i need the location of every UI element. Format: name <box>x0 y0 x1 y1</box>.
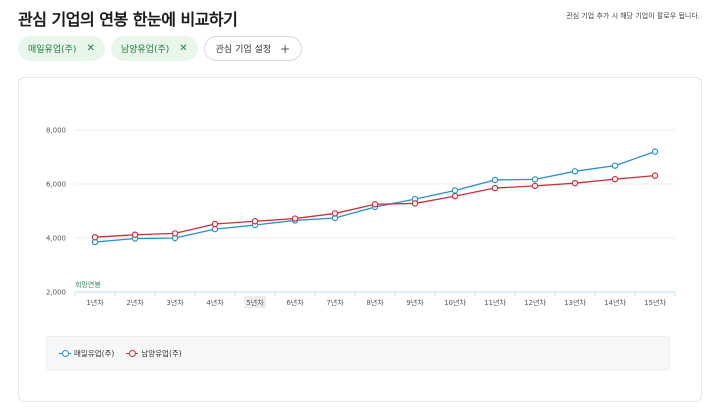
close-icon[interactable]: ✕ <box>179 43 188 54</box>
series-1-point <box>491 176 499 184</box>
series-line-1 <box>94 150 656 243</box>
series-2-point <box>611 175 619 183</box>
salary-line-chart: 2,000 4,000 6,000 8,000 희망연봉 1년차 2년차 3년차 4년차 5년차 6… <box>46 127 676 308</box>
legend-label: 매일유업(주) <box>74 348 115 358</box>
x-tick-label: 2년차 <box>126 298 144 307</box>
series-2-point <box>251 218 259 225</box>
series-1-point <box>211 225 219 233</box>
x-tick-label: 8년차 <box>366 298 384 307</box>
series-2-point <box>291 215 299 222</box>
x-tick-label: 13년차 <box>564 298 586 307</box>
company-chip-list: 매일유업(주) ✕ 남양유업(주) ✕ 관심 기업 설정 + <box>18 36 303 61</box>
x-tick-label: 3년차 <box>166 298 184 307</box>
legend-item-namyang[interactable]: 남양유업(주) <box>126 348 182 359</box>
x-tick-label: 1년차 <box>86 298 104 307</box>
y-tick-label: 4,000 <box>46 235 66 243</box>
add-company-label: 관심 기업 설정 <box>215 45 272 55</box>
company-chip-namyang[interactable]: 남양유업(주) ✕ <box>110 36 198 61</box>
series-2-point <box>211 220 219 228</box>
x-tick-label: 10년차 <box>444 298 466 307</box>
x-tick-label: 9년차 <box>406 298 424 307</box>
series-2-point <box>651 172 659 179</box>
series-1-point <box>451 187 459 194</box>
x-tick-label: 15년차 <box>644 298 666 307</box>
add-company-button[interactable]: 관심 기업 설정 + <box>203 36 303 61</box>
legend-marker-icon <box>59 349 71 357</box>
legend-label: 남양유업(주) <box>141 348 182 358</box>
plus-icon: + <box>280 41 291 56</box>
series-1-point <box>531 176 539 183</box>
x-tick-label: 14년차 <box>604 298 626 307</box>
series-2-point <box>91 233 99 241</box>
x-tick-label: 7년차 <box>326 298 344 307</box>
company-chip-label: 매일유업(주) <box>28 45 77 55</box>
series-2-point <box>131 231 139 238</box>
legend-marker-icon <box>126 349 139 357</box>
series-2-point <box>171 230 179 237</box>
series-2-point <box>451 192 459 200</box>
salary-chart-card: 2,000 4,000 6,000 8,000 희망연봉 1년차 2년차 3년차 4년차 5년차 6… <box>18 77 702 402</box>
x-tick-highlight <box>244 296 266 308</box>
x-tick-label: 4년차 <box>206 298 224 307</box>
y-tick-label: 2,000 <box>46 289 66 297</box>
series-2-point <box>331 210 339 217</box>
series-1-point <box>651 148 659 155</box>
company-chip-label: 남양유업(주) <box>120 45 170 55</box>
x-tick-label: 5년차 <box>246 298 264 307</box>
x-tick-label: 6년차 <box>286 298 304 307</box>
chart-annotation: 희망연봉 <box>75 280 101 289</box>
chart-legend: 매일유업(주) 남양유업(주) <box>46 336 670 370</box>
follow-notice: 관심 기업 추가 시 해당 기업이 팔로우 됩니다. <box>566 12 700 20</box>
series-2-point <box>571 179 579 187</box>
x-tick-label: 12년차 <box>524 298 546 307</box>
legend-item-maeil[interactable]: 매일유업(주) <box>59 348 114 359</box>
x-tick-label: 11년차 <box>484 298 506 307</box>
series-2-point <box>531 182 539 190</box>
company-chip-maeil[interactable]: 매일유업(주) ✕ <box>18 36 105 61</box>
series-1-point <box>571 168 579 175</box>
series-2-point <box>491 184 499 192</box>
page-title: 관심 기업의 연봉 한눈에 비교하기 <box>18 10 238 29</box>
close-icon[interactable]: ✕ <box>86 43 95 54</box>
series-2-point <box>411 200 419 207</box>
y-tick-label: 6,000 <box>46 181 66 189</box>
series-2-point <box>371 201 379 208</box>
series-1-point <box>611 162 619 169</box>
y-tick-label: 8,000 <box>46 127 66 135</box>
